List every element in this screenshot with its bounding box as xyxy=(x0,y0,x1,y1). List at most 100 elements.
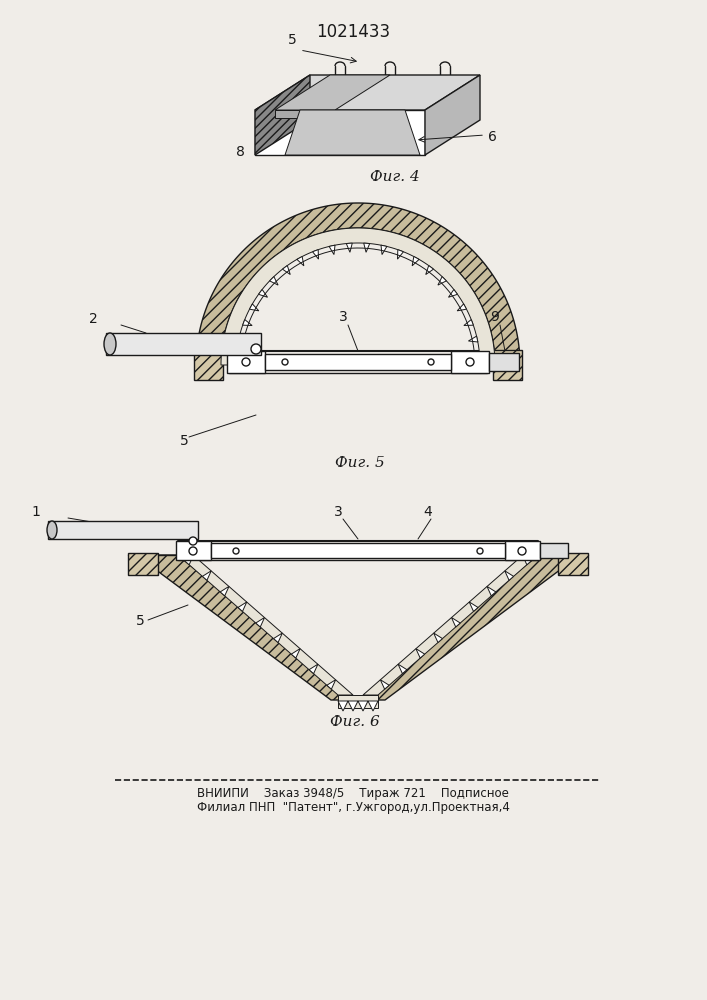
Text: Филиал ПНП  "Патент", г.Ужгород,ул.Проектная,4: Филиал ПНП "Патент", г.Ужгород,ул.Проект… xyxy=(197,800,510,814)
Polygon shape xyxy=(398,664,407,674)
Circle shape xyxy=(428,359,434,365)
Polygon shape xyxy=(412,256,419,266)
Polygon shape xyxy=(433,633,443,643)
Text: 2: 2 xyxy=(89,312,98,326)
Circle shape xyxy=(242,358,250,366)
Polygon shape xyxy=(329,245,335,255)
Text: 5: 5 xyxy=(136,614,144,628)
Polygon shape xyxy=(274,633,282,643)
Polygon shape xyxy=(358,701,368,711)
Polygon shape xyxy=(363,243,370,252)
Polygon shape xyxy=(469,602,478,611)
Ellipse shape xyxy=(104,333,116,355)
Polygon shape xyxy=(312,250,319,259)
Polygon shape xyxy=(236,353,245,359)
Bar xyxy=(451,351,489,373)
Bar xyxy=(48,521,198,539)
Text: Фиг. 5: Фиг. 5 xyxy=(335,456,385,470)
Polygon shape xyxy=(196,203,520,365)
Polygon shape xyxy=(250,304,259,311)
Polygon shape xyxy=(505,571,513,580)
Polygon shape xyxy=(327,680,336,689)
Polygon shape xyxy=(522,555,532,565)
Bar xyxy=(194,350,223,380)
Polygon shape xyxy=(238,602,247,611)
Polygon shape xyxy=(220,586,229,596)
Text: 8: 8 xyxy=(236,145,245,159)
Circle shape xyxy=(189,547,197,555)
Text: 5: 5 xyxy=(288,33,296,47)
Text: 1021433: 1021433 xyxy=(316,23,390,41)
Polygon shape xyxy=(309,664,318,674)
Polygon shape xyxy=(348,701,358,711)
Polygon shape xyxy=(238,336,247,342)
Polygon shape xyxy=(285,110,420,155)
Polygon shape xyxy=(363,555,580,700)
Polygon shape xyxy=(426,266,433,275)
Polygon shape xyxy=(269,277,278,285)
Text: 4: 4 xyxy=(423,505,432,519)
Text: Фиг. 4: Фиг. 4 xyxy=(370,170,420,184)
Bar xyxy=(211,543,505,558)
Polygon shape xyxy=(380,680,389,689)
Bar xyxy=(265,354,451,370)
Polygon shape xyxy=(438,277,446,285)
Circle shape xyxy=(189,537,197,545)
Circle shape xyxy=(466,358,474,366)
Polygon shape xyxy=(275,75,390,110)
Polygon shape xyxy=(221,228,495,365)
Polygon shape xyxy=(255,110,425,155)
Polygon shape xyxy=(346,243,352,252)
Polygon shape xyxy=(255,75,310,155)
Bar xyxy=(540,543,568,558)
Polygon shape xyxy=(397,250,404,259)
Text: 9: 9 xyxy=(490,310,499,324)
Polygon shape xyxy=(451,617,460,627)
Polygon shape xyxy=(448,289,457,297)
Polygon shape xyxy=(338,695,378,708)
Text: 3: 3 xyxy=(334,505,342,519)
Polygon shape xyxy=(464,320,474,326)
Circle shape xyxy=(282,359,288,365)
Bar xyxy=(176,541,211,560)
Polygon shape xyxy=(291,649,300,658)
Bar xyxy=(493,350,522,380)
Polygon shape xyxy=(425,75,480,155)
Text: 3: 3 xyxy=(339,310,347,324)
Polygon shape xyxy=(275,110,335,118)
Polygon shape xyxy=(297,256,304,266)
Circle shape xyxy=(518,547,526,555)
Bar xyxy=(489,353,519,371)
Polygon shape xyxy=(178,555,353,695)
Ellipse shape xyxy=(47,521,57,539)
Polygon shape xyxy=(255,75,480,110)
Text: 5: 5 xyxy=(180,434,188,448)
Polygon shape xyxy=(256,617,264,627)
Text: ВНИИПИ    Заказ 3948/5    Тираж 721    Подписное: ВНИИПИ Заказ 3948/5 Тираж 721 Подписное xyxy=(197,786,509,800)
Polygon shape xyxy=(416,649,425,658)
Circle shape xyxy=(233,548,239,554)
Text: 1: 1 xyxy=(31,505,40,519)
Polygon shape xyxy=(469,336,478,342)
Bar xyxy=(505,541,540,560)
Bar xyxy=(558,553,588,575)
Polygon shape xyxy=(457,304,467,311)
Polygon shape xyxy=(471,353,480,359)
Bar xyxy=(106,333,261,355)
Text: 6: 6 xyxy=(488,130,497,144)
Polygon shape xyxy=(185,555,194,565)
Polygon shape xyxy=(381,245,387,255)
Bar xyxy=(227,351,265,373)
Circle shape xyxy=(477,548,483,554)
Text: Фиг. 6: Фиг. 6 xyxy=(330,715,380,729)
Polygon shape xyxy=(243,320,252,326)
Polygon shape xyxy=(202,571,211,580)
Polygon shape xyxy=(259,289,267,297)
Polygon shape xyxy=(136,555,353,700)
Bar xyxy=(128,553,158,575)
Circle shape xyxy=(251,344,261,354)
Polygon shape xyxy=(338,701,348,711)
Polygon shape xyxy=(368,701,378,711)
Polygon shape xyxy=(487,586,496,596)
Polygon shape xyxy=(363,555,538,695)
